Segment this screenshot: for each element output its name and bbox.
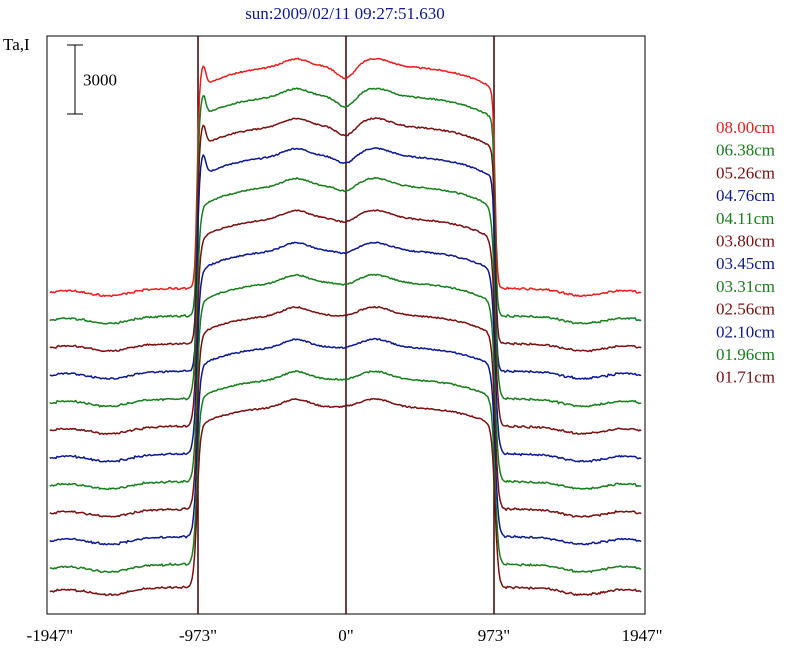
- series-line: [49, 337, 642, 546]
- series-line: [49, 176, 642, 408]
- series-line: [49, 117, 642, 353]
- legend-entry: 05.26cm: [716, 163, 775, 182]
- x-tick-label: -973": [179, 626, 217, 645]
- series-line: [49, 209, 642, 435]
- series-line: [49, 305, 642, 518]
- series-line: [49, 241, 642, 463]
- legend-entry: 03.31cm: [716, 277, 775, 296]
- series-line: [49, 57, 642, 298]
- vertical-lines: [197, 36, 495, 614]
- legend-entry: 03.45cm: [716, 254, 775, 273]
- legend-entry: 04.11cm: [716, 209, 774, 228]
- x-tick-label: 0": [338, 626, 353, 645]
- scale-bar-label: 3000: [83, 71, 117, 90]
- series-line: [49, 273, 642, 491]
- chart-title: sun:2009/02/11 09:27:51.630: [245, 4, 445, 23]
- legend-entry: 08.00cm: [716, 118, 775, 137]
- y-axis-label: Ta,I: [3, 35, 30, 54]
- x-tick-labels: -1947" -973" 0" 973" 1947": [27, 626, 663, 645]
- series-line: [49, 147, 642, 380]
- series-line: [49, 87, 642, 325]
- legend-entry: 02.10cm: [716, 322, 775, 341]
- legend-entry: 06.38cm: [716, 141, 775, 160]
- x-tick-label: 1947": [622, 626, 663, 645]
- series-line: [49, 370, 642, 574]
- x-tick-label: -1947": [27, 626, 74, 645]
- legend-entry: 02.56cm: [716, 300, 775, 319]
- legend-entry: 04.76cm: [716, 186, 775, 205]
- x-tick-label: 973": [478, 626, 510, 645]
- series-lines: [49, 57, 642, 597]
- scale-bar: 3000: [67, 44, 117, 115]
- legend: 08.00cm 06.38cm 05.26cm 04.76cm 04.11cm 03.80…: [716, 118, 775, 387]
- legend-entry: 01.96cm: [716, 345, 775, 364]
- series-line: [49, 397, 642, 597]
- legend-entry: 01.71cm: [716, 368, 775, 387]
- legend-entry: 03.80cm: [716, 232, 775, 251]
